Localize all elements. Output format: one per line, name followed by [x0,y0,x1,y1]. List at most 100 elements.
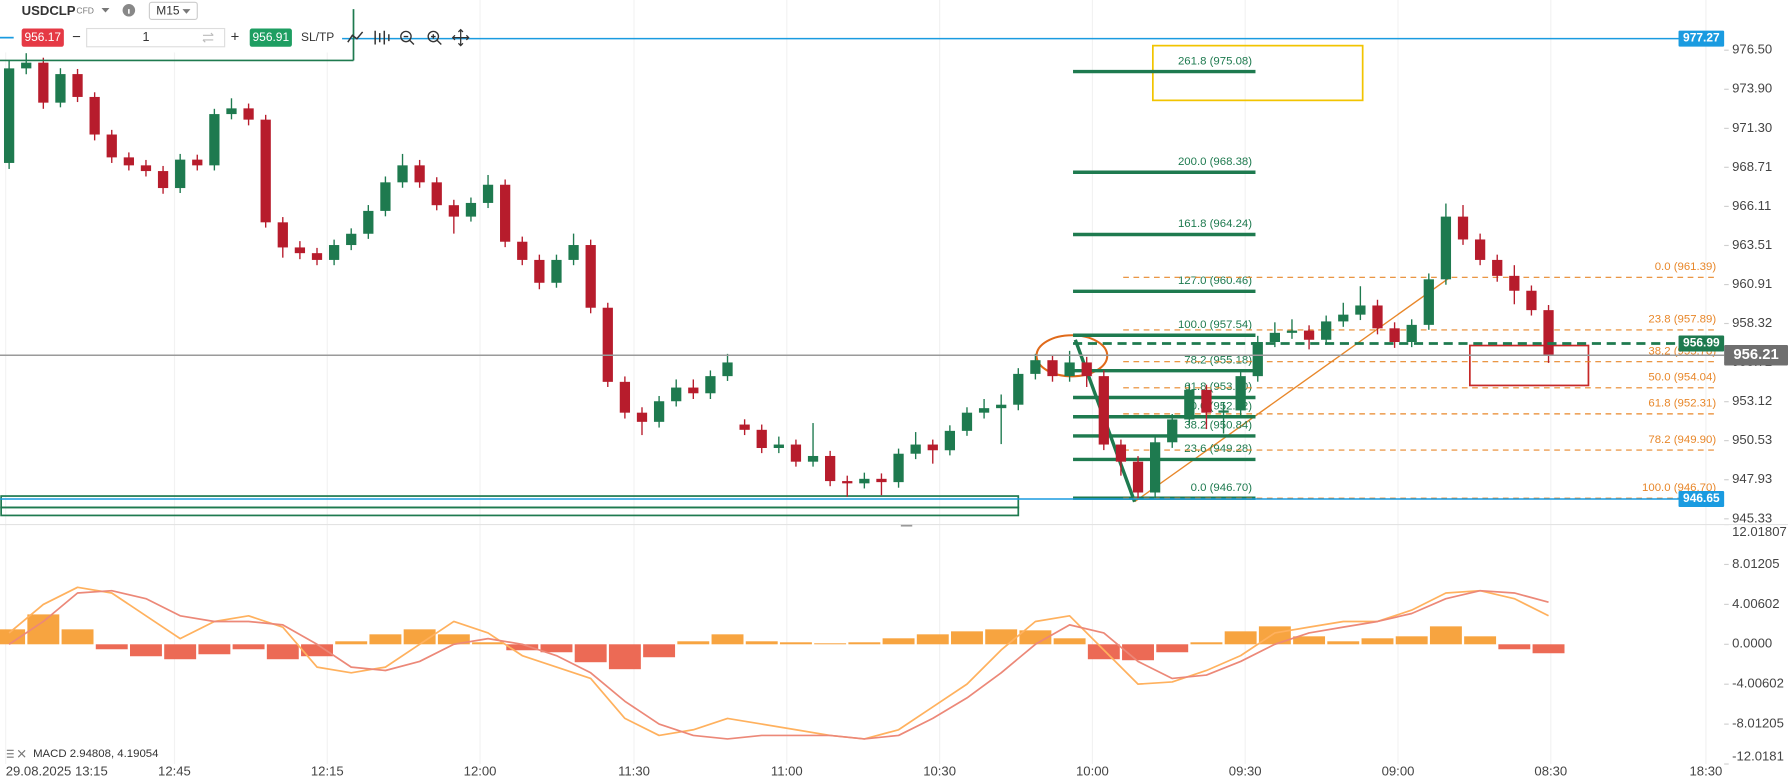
candle-body [1321,321,1332,340]
histogram-bar [506,644,539,651]
y-tick-label: 945.33 [1732,510,1772,525]
quantity-input[interactable] [86,27,226,48]
candle-body [1440,216,1452,280]
candle-body [72,74,83,97]
histogram-bar [1190,642,1223,645]
macd-line [8,586,1549,740]
candle-body [1526,290,1537,311]
candle-body [328,245,340,260]
candle-body [414,165,425,183]
swap-icon[interactable] [202,32,214,43]
increment[interactable]: + [231,30,240,46]
x-tick-label: 09:30 [1229,763,1262,778]
y-tick-label: 0.0000 [1732,636,1772,651]
candle-body [1030,360,1041,374]
fib-extension-label: 200.0 (968.38) [1178,156,1252,168]
symbol[interactable]: USDCLP [22,3,76,18]
candle-body [1235,376,1246,411]
info-icon-glyph [128,9,130,14]
candle-body [790,444,802,462]
instrument-type: CFD [76,6,94,16]
timeframe[interactable]: M15 [156,4,180,18]
macd-line [8,589,1549,740]
buy-button[interactable] [249,28,292,47]
histogram-bar [1258,626,1291,645]
candle-body [568,245,579,260]
histogram-bar [848,642,881,645]
candle-body [55,74,66,103]
candle-body [226,108,237,115]
candle-body [653,401,665,422]
price-tag [1678,490,1725,507]
dropdown-arrow[interactable] [101,7,110,13]
pan-icon[interactable] [451,28,470,47]
y-tick-label: 958.32 [1732,315,1772,330]
histogram-bar [779,642,812,645]
histogram-bar [985,629,1018,645]
histogram-bar [1053,638,1086,645]
histogram-bar [916,634,949,645]
candle-body [705,376,716,394]
close-icon[interactable] [17,749,26,758]
sl-tp[interactable]: SL/TP [301,30,334,44]
candle-body [1132,461,1144,493]
histogram-bar [1224,631,1257,645]
candle-body [192,159,203,166]
chart-type-icon[interactable] [347,31,364,43]
histogram-bar [232,644,265,650]
sell-price[interactable]: 956.17 [24,30,61,44]
histogram-bar [1395,636,1428,645]
y-tick-label: 976.50 [1732,42,1772,57]
candle-body [927,444,938,451]
zoom-in-icon[interactable] [431,34,442,45]
candle-body [363,210,374,234]
candle-body [961,412,973,431]
candle-body [1201,389,1212,413]
sell-button[interactable] [21,28,64,47]
histogram-bar [677,641,710,645]
buy-price[interactable]: 956.91 [253,30,290,44]
histogram-bar [1087,644,1120,660]
candle-body [294,247,306,254]
zoom-in-icon[interactable] [427,30,440,43]
candle-body [243,108,254,120]
candle-body [106,134,117,158]
x-tick-label: 08:30 [1534,763,1567,778]
candle-body [1389,328,1400,343]
histogram-bar [1464,636,1497,645]
candle-body [893,453,904,483]
candle-body [1457,216,1469,240]
candle-body [1047,360,1058,377]
x-tick-label: 11:30 [618,763,650,778]
decrement[interactable]: − [72,30,81,46]
histogram-bar [95,644,128,650]
quantity[interactable]: 1 [142,30,149,44]
candle-body [1098,376,1109,445]
candle-body [1286,330,1298,333]
histogram-bar [0,629,26,645]
zoom-out-icon[interactable] [403,35,415,45]
histogram-bar [1361,638,1394,645]
timeframe-selector[interactable] [148,1,198,20]
histogram-bar [198,644,231,655]
x-tick-label: 18:30 [1689,763,1722,778]
candle-body [859,478,870,484]
indicator-icon[interactable] [374,30,390,45]
fib-retracement-label: 100.0 (946.70) [1642,482,1716,494]
x-tick-label: 12:15 [311,763,344,778]
dropdown-arrow[interactable] [182,9,191,14]
y-tick-label: 963.51 [1732,237,1772,252]
candle-body [602,307,613,382]
candle-body [688,387,699,394]
zone-box [0,506,1020,517]
zoom-out-icon[interactable] [400,30,412,43]
fib-retracement-label: 78.2 (949.90) [1648,434,1716,446]
histogram-bar [403,629,436,645]
candle-body [123,157,134,166]
y-tick-label: 966.11 [1732,198,1771,213]
candle-body [1167,419,1178,443]
y-tick-label: 973.90 [1732,81,1772,96]
candle-body [311,253,323,260]
candle-body [500,184,511,242]
